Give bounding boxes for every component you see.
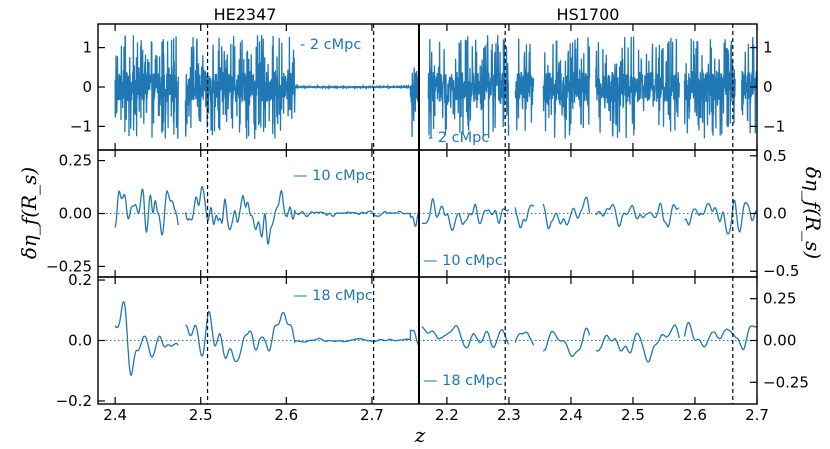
y-axis-label-right: δη_f(R_s) [801,167,825,259]
ytick-label-right: 0 [763,78,773,96]
xtick-label: 2.6 [274,406,298,424]
y-axis-label-left: δη_f(R_s) [17,167,41,259]
series-line-he2347-r1 [114,186,420,245]
title-he2347: HE2347 [214,5,277,24]
ytick-label-right: −0.5 [763,262,799,280]
ytick-label-right: 0.25 [763,290,796,308]
xtick-label: 2.5 [189,406,213,424]
ytick-label-right: 0.0 [763,205,787,223]
xtick-label: 2.4 [103,406,127,424]
annotation-left-r0: - 2 cMpc [300,37,361,53]
xtick-label: 2.2 [435,406,459,424]
ytick-label-left: 0 [82,78,92,96]
series-line-hs1700-r2 [421,321,757,363]
ytick-label-left: 0.2 [68,271,92,289]
annotation-left-r1: — 10 cMpc [293,168,373,184]
series-line-hs1700-r0 [427,35,758,139]
panel-frame-r2 [97,276,758,405]
xtick-label: 2.4 [559,406,583,424]
title-hs1700: HS1700 [557,5,620,24]
xtick-label: 2.3 [497,406,521,424]
ytick-label-right: 0.00 [763,332,796,350]
annotation-right-r2: — 18 cMpc [423,373,503,389]
ytick-label-left: −0.2 [56,392,92,410]
series-line-hs1700-r1 [421,196,758,235]
annotation-right-r0: - 2 cMpc [428,130,489,146]
x-axis-label: z [414,423,426,447]
ytick-label-left: −1 [70,117,92,135]
xtick-label: 2.6 [683,406,707,424]
ytick-label-left: −0.25 [46,257,92,275]
ytick-label-left: 1 [82,39,92,57]
series-line-he2347-r2 [114,301,420,376]
ytick-label-right: −1 [763,117,785,135]
xtick-label: 2.7 [360,406,384,424]
ytick-label-right: 1 [763,39,773,57]
ytick-label-left: 0.0 [68,332,92,350]
xtick-label: 2.7 [745,406,769,424]
ytick-label-right: 0.5 [763,147,787,165]
ytick-label-left: 0.25 [59,152,92,170]
panels-group: −1 0 1 −1 0 1 - 2 cMpc - 2 cMpc −0.25 0.00 0.25 −0.… [46,23,809,424]
annotation-left-r2: — 18 cMpc [293,288,373,304]
xtick-label: 2.5 [621,406,645,424]
ytick-label-right: −0.25 [763,373,809,391]
ytick-label-left: 0.00 [59,205,92,223]
annotation-right-r1: — 10 cMpc [423,253,503,269]
series-line-he2347-r0 [114,35,420,140]
